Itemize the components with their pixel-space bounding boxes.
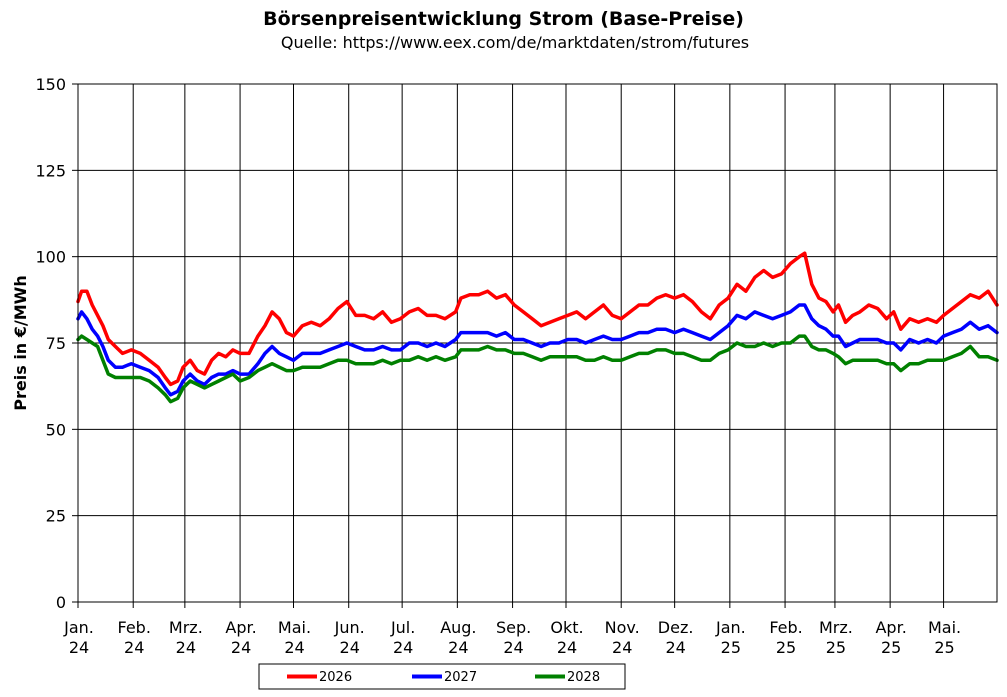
x-tick-label-month: Mrz.	[819, 618, 853, 637]
x-tick-label-month: Sep.	[496, 618, 531, 637]
x-tick-label-year: 24	[503, 638, 523, 657]
y-tick-label: 25	[46, 507, 66, 526]
x-tick-label-year: 25	[776, 638, 796, 657]
series-line-2026	[76, 251, 999, 387]
series-line-2027	[76, 303, 999, 397]
x-tick-label-month: Jan.	[63, 618, 94, 637]
x-tick-label-year: 24	[176, 638, 196, 657]
series-line-2028	[76, 334, 999, 404]
y-tick-label: 0	[56, 593, 66, 612]
x-tick-label-month: Aug.	[440, 618, 476, 637]
chart-title: Börsenpreisentwicklung Strom (Base-Preis…	[263, 8, 744, 30]
x-tick-label-year: 24	[612, 638, 632, 657]
x-tick-label-year: 24	[69, 638, 89, 657]
x-tick-label-year: 25	[721, 638, 741, 657]
y-axis-label: Preis in €/MWh	[11, 275, 30, 410]
x-tick-label-month: Okt.	[550, 618, 583, 637]
x-tick-label-month: Apr.	[225, 618, 256, 637]
x-tick-label-month: Nov.	[605, 618, 640, 637]
x-tick-label-year: 24	[557, 638, 577, 657]
series-lines	[76, 251, 999, 404]
legend-label-2026: 2026	[319, 670, 352, 685]
x-tick-label-month: Mrz.	[169, 618, 203, 637]
x-tick-label-year: 24	[665, 638, 685, 657]
grid-lines	[77, 83, 997, 603]
x-tick-label-month: Mai.	[928, 618, 961, 637]
x-tick-label-year: 25	[826, 638, 846, 657]
x-tick-label-month: Jul.	[390, 618, 415, 637]
x-tick-label-year: 25	[881, 638, 901, 657]
y-tick-label: 125	[35, 161, 66, 180]
x-tick-label-month: Apr.	[875, 618, 906, 637]
x-tick-label-month: Jan.	[715, 618, 746, 637]
x-tick-label-month: Dez.	[658, 618, 694, 637]
x-tick-label-year: 24	[284, 638, 304, 657]
legend-label-2027: 2027	[444, 670, 477, 685]
x-tick-label-year: 24	[231, 638, 251, 657]
x-tick-label-year: 24	[448, 638, 468, 657]
x-tick-label-month: Mai.	[278, 618, 311, 637]
x-tick-label-year: 24	[340, 638, 360, 657]
x-tick-label-year: 24	[393, 638, 413, 657]
legend-label-2028: 2028	[567, 670, 600, 685]
legend: 2026 2027 2028	[258, 663, 626, 690]
y-tick-label: 75	[46, 334, 66, 353]
axis-labels: 0255075100125150Jan.24Feb.24Mrz.24Apr.24…	[35, 75, 961, 657]
x-tick-label-year: 24	[124, 638, 144, 657]
y-tick-label: 50	[46, 420, 66, 439]
x-tick-label-month: Feb.	[769, 618, 802, 637]
y-tick-label: 150	[35, 75, 66, 94]
x-tick-label-month: Jun.	[334, 618, 365, 637]
x-tick-label-month: Feb.	[118, 618, 151, 637]
x-tick-label-year: 25	[934, 638, 954, 657]
chart-subtitle: Quelle: https://www.eex.com/de/marktdate…	[280, 33, 750, 52]
y-tick-label: 100	[35, 248, 66, 267]
